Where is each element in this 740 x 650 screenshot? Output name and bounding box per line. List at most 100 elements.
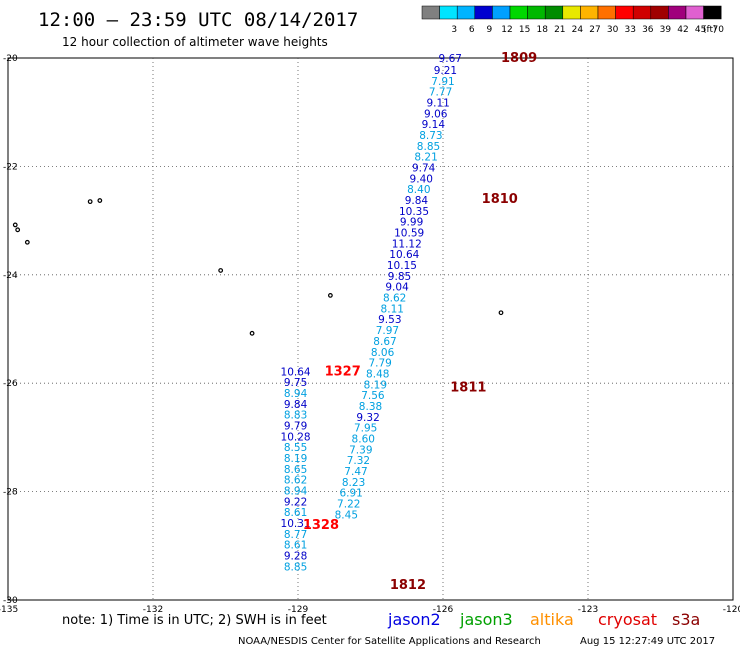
wave-height-label: 8.48 [366,368,389,380]
wave-height-label: 9.99 [400,217,423,229]
wave-height-label: 8.94 [284,388,308,400]
legend-swatch [615,5,634,20]
track-2: 10.649.758.949.848.839.7910.288.558.198.… [281,364,361,573]
wave-height-label: 7.97 [376,325,399,337]
latitude-tick-label: -28 [3,488,18,498]
wave-height-label: 9.21 [434,65,457,77]
wave-height-label: 8.40 [407,184,430,196]
altimeter-tracks: 9.679.217.917.779.119.069.148.738.858.21… [281,51,538,593]
wave-height-label: 10.28 [281,431,311,443]
legend-swatch [632,5,652,20]
legend-swatch [685,5,704,20]
legend-swatch [527,5,546,20]
map-frame [7,57,734,601]
satellite-jason3-label: jason3 [459,610,513,629]
pass-time-label: 1809 [501,51,537,66]
legend-tick-label: 24 [572,25,584,35]
pass-time-label: 1810 [482,192,518,207]
wave-height-label: 9.79 [284,420,307,432]
pass-time-label: 1811 [450,381,486,396]
island-marker [97,198,103,203]
wave-height-label: 8.77 [284,529,307,541]
wave-height-label: 7.95 [354,423,377,435]
island-marker [24,239,30,245]
track-1: 9.679.217.917.779.119.069.148.738.858.21… [335,51,538,593]
wave-height-label: 9.84 [284,399,308,411]
legend-tick-label: 18 [536,25,548,35]
wave-height-label: 8.06 [371,347,395,359]
map-title: 12:00 – 23:59 UTC 08/14/2017 [38,9,358,31]
wave-height-label: 8.62 [383,293,406,305]
wave-height-label: 9.14 [422,119,446,131]
wave-height-label: 9.40 [410,173,433,185]
legend-tick-label: 6 [469,25,475,35]
color-legend: 3 6 9 12 15 18 21 24 27 30 33 36 39 42 45 70 [421,5,724,35]
footer-note: note: 1) Time is in UTC; 2) SWH is in fe… [62,613,327,628]
wave-height-label: 9.04 [385,282,409,294]
wave-height-label: 8.23 [342,477,365,489]
wave-height-label: 7.22 [337,499,360,511]
legend-swatch [421,5,440,20]
wave-height-label: 9.84 [405,195,429,207]
latitude-tick-label: -24 [3,271,18,281]
legend-swatch [544,5,564,20]
island-marker [87,199,93,205]
legend-tick-label: 15 [519,25,530,35]
island-marker [12,222,18,228]
wave-height-label: 9.28 [284,551,307,563]
legend-tick-label: 70 [712,25,724,35]
map-subtitle: 12 hour collection of altimeter wave hei… [62,35,328,49]
pass-time-label: 1328 [303,518,339,533]
island-marker [218,268,224,273]
footer-timestamp: Aug 15 12:27:49 UTC 2017 [580,636,715,647]
wave-height-label: 8.85 [284,561,307,573]
wave-height-label: 8.85 [417,141,440,153]
wave-height-label: 9.32 [356,412,379,424]
island-marker [498,310,504,316]
wave-height-label: 9.53 [378,314,401,326]
legend-tick-label: 36 [642,25,654,35]
wave-height-label: 10.15 [387,260,417,272]
wave-height-label: 7.79 [368,358,391,370]
wave-height-label: 8.73 [419,130,442,142]
latitude-tick-label: -30 [3,596,18,606]
wave-height-label: 8.60 [352,433,375,445]
legend-tick-label: 42 [677,25,688,35]
wave-height-label: 9.85 [388,271,411,283]
legend-tick-label: 27 [589,25,600,35]
legend-tick-label: 33 [624,25,635,35]
legend-swatch [703,5,722,20]
wave-height-label: 9.22 [284,496,307,508]
satellite-jason2-label: jason2 [387,610,441,629]
wave-height-label: 8.67 [373,336,396,348]
latitude-tick-label: -20 [3,54,18,64]
wave-height-label: 8.83 [284,410,307,422]
legend-swatch [474,5,493,20]
wave-height-label: 8.21 [414,152,437,164]
wave-height-label: 8.38 [359,401,382,413]
island-marker [327,292,333,298]
legend-swatch [509,5,528,20]
legend-swatch [650,5,669,20]
wave-height-label: 8.94 [284,486,308,498]
legend-swatch [597,5,616,20]
wave-height-label: 8.61 [284,507,307,519]
satellite-legend: jason2 jason3 altika cryosat s3a [387,610,700,629]
longitude-tick-label: -129 [288,605,309,615]
wave-height-label: 8.55 [284,442,307,454]
legend-tick-label: 30 [607,25,619,35]
wave-height-label: 9.75 [284,377,307,389]
latitude-tick-label: -26 [3,379,18,389]
longitude-tick-label: -135 [0,605,18,615]
pass-time-label: 1812 [390,578,426,593]
legend-tick-label: 12 [501,25,512,35]
longitude-tick-label: -123 [578,605,598,615]
wave-height-label: 10.59 [394,228,424,240]
legend-swatch [580,5,599,20]
wave-height-label: 7.32 [347,455,370,467]
legend-tick-label: 45 [695,25,706,35]
wave-height-label: 7.91 [431,76,454,88]
wave-height-label: 10.35 [399,206,429,218]
